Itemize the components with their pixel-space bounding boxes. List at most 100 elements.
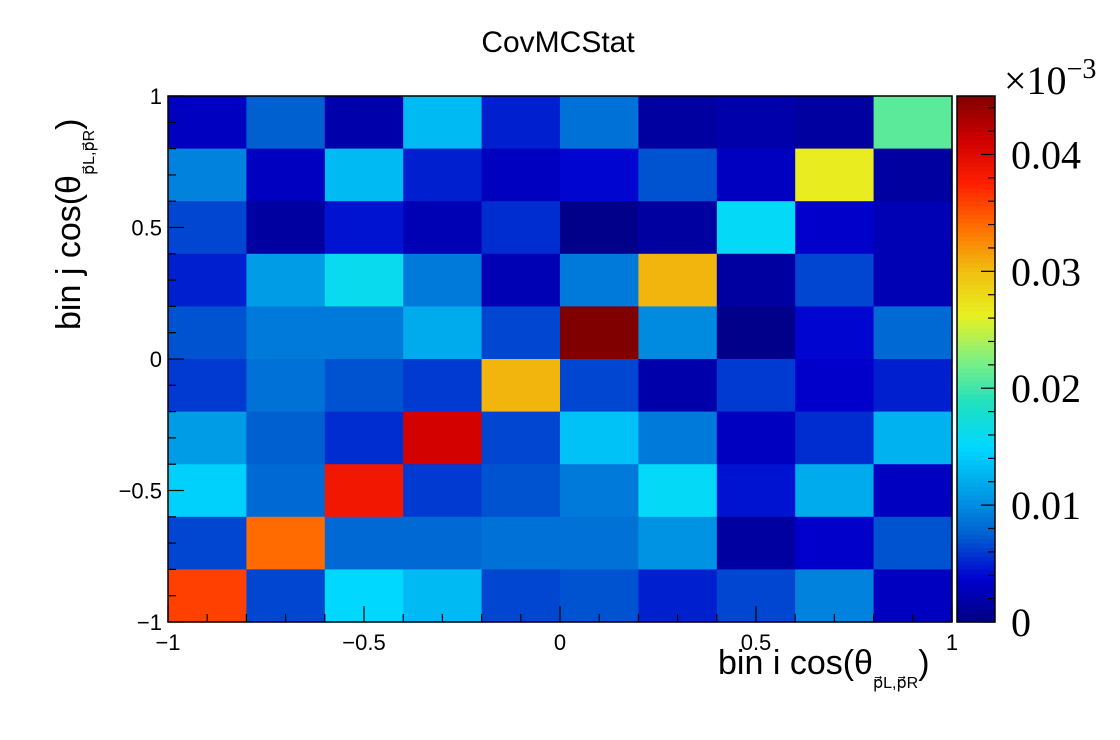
color-scale-segment — [957, 464, 995, 470]
color-scale-segment — [957, 503, 995, 509]
y-tick-label: −0.5 — [119, 479, 162, 504]
color-scale-segment — [957, 591, 995, 597]
y-axis-label-main: bin j cos(θ — [50, 175, 88, 330]
heatmap-cell — [560, 359, 639, 413]
color-scale-segment — [957, 560, 995, 566]
heatmap-cell — [873, 464, 953, 518]
color-scale-segment — [957, 494, 995, 500]
color-scale-segment — [957, 354, 995, 360]
color-scale-segment — [957, 109, 995, 115]
color-scale-segment — [957, 192, 995, 198]
heatmap-cell — [324, 516, 404, 570]
color-scale-bar — [957, 96, 995, 623]
heatmap-cell — [246, 148, 326, 202]
color-scale-segment — [957, 490, 995, 496]
heatmap-cell — [403, 306, 483, 360]
color-scale-segment — [957, 499, 995, 505]
color-scale-segment — [957, 240, 995, 246]
heatmap-cell — [168, 253, 247, 307]
color-scale-segment — [957, 262, 995, 268]
color-scale-segment — [957, 310, 995, 316]
heatmap-cell — [638, 201, 718, 255]
heatmap-cell — [168, 96, 247, 150]
heatmap-cell — [560, 411, 639, 465]
heatmap-cells — [168, 96, 953, 623]
color-scale-segment — [957, 508, 995, 514]
color-scale-segment — [957, 179, 995, 185]
color-scale-segment — [957, 152, 995, 158]
color-scale-segment — [957, 131, 995, 137]
color-scale-segment — [957, 363, 995, 369]
color-scale-segment — [957, 144, 995, 150]
color-scale-segment — [957, 293, 995, 299]
heatmap-cell — [403, 516, 483, 570]
heatmap-cell — [403, 148, 483, 202]
x-tick-label: 0 — [554, 630, 566, 655]
color-scale-segment — [957, 521, 995, 527]
heatmap-cell — [481, 516, 561, 570]
color-scale-segment — [957, 284, 995, 290]
heatmap-cell — [560, 253, 639, 307]
heatmap-cell — [168, 411, 247, 465]
color-scale-segment — [957, 529, 995, 535]
heatmap-cell — [638, 464, 718, 518]
color-scale-segment — [957, 525, 995, 531]
color-scale-segment — [957, 402, 995, 408]
color-scale-segment — [957, 166, 995, 172]
color-scale-segment — [957, 512, 995, 518]
heatmap-cell — [246, 306, 326, 360]
color-scale-segment — [957, 372, 995, 378]
color-scale-segment — [957, 437, 995, 443]
color-scale-segment — [957, 188, 995, 194]
heatmap-cell — [560, 306, 639, 360]
heatmap-cell — [168, 516, 247, 570]
heatmap-cell — [716, 516, 796, 570]
color-scale-segment — [957, 551, 995, 557]
heatmap-cell — [481, 201, 561, 255]
heatmap-cell — [638, 411, 718, 465]
heatmap-cell — [481, 411, 561, 465]
color-scale-segment — [957, 205, 995, 211]
color-scale-segment — [957, 174, 995, 180]
color-scale-tick-label: 0.04 — [1011, 132, 1081, 177]
color-scale-segment — [957, 196, 995, 202]
heatmap-cell — [168, 148, 247, 202]
color-scale-segment — [957, 578, 995, 584]
color-scale-segment — [957, 389, 995, 395]
heatmap-cell — [638, 359, 718, 413]
color-scale-segment — [957, 451, 995, 457]
color-scale-segment — [957, 218, 995, 224]
color-scale-segment — [957, 139, 995, 145]
heatmap-cell — [324, 464, 404, 518]
heatmap-cell — [403, 569, 483, 623]
heatmap-cell — [481, 359, 561, 413]
color-scale-segment — [957, 214, 995, 220]
heatmap-cell — [873, 516, 953, 570]
color-scale-segment — [957, 271, 995, 277]
heatmap-cell — [246, 201, 326, 255]
heatmap-cell — [795, 359, 875, 413]
x-tick-label: −1 — [155, 630, 180, 655]
y-axis-label: bin j cos(θp⃗L,p⃗R) — [50, 118, 98, 330]
color-scale-segment — [957, 341, 995, 347]
color-scale-segment — [957, 323, 995, 329]
x-tick-label: −0.5 — [342, 630, 385, 655]
color-scale-segment — [957, 424, 995, 430]
heatmap-cell — [403, 201, 483, 255]
color-scale-exponent-power: −3 — [1067, 54, 1097, 85]
heatmap-cell — [403, 253, 483, 307]
color-scale-segment — [957, 600, 995, 606]
color-scale-segment — [957, 367, 995, 373]
x-axis-label-main: bin i cos(θ — [718, 644, 873, 682]
color-scale-segment — [957, 582, 995, 588]
color-scale-segment — [957, 245, 995, 251]
color-scale-segment — [957, 135, 995, 141]
color-scale-segment — [957, 170, 995, 176]
color-scale-segment — [957, 556, 995, 562]
color-scale-segment — [957, 411, 995, 417]
color-scale-segment — [957, 315, 995, 321]
color-scale-segment — [957, 586, 995, 592]
color-scale-segment — [957, 547, 995, 553]
color-scale-segment — [957, 280, 995, 286]
color-scale-segment — [957, 249, 995, 255]
